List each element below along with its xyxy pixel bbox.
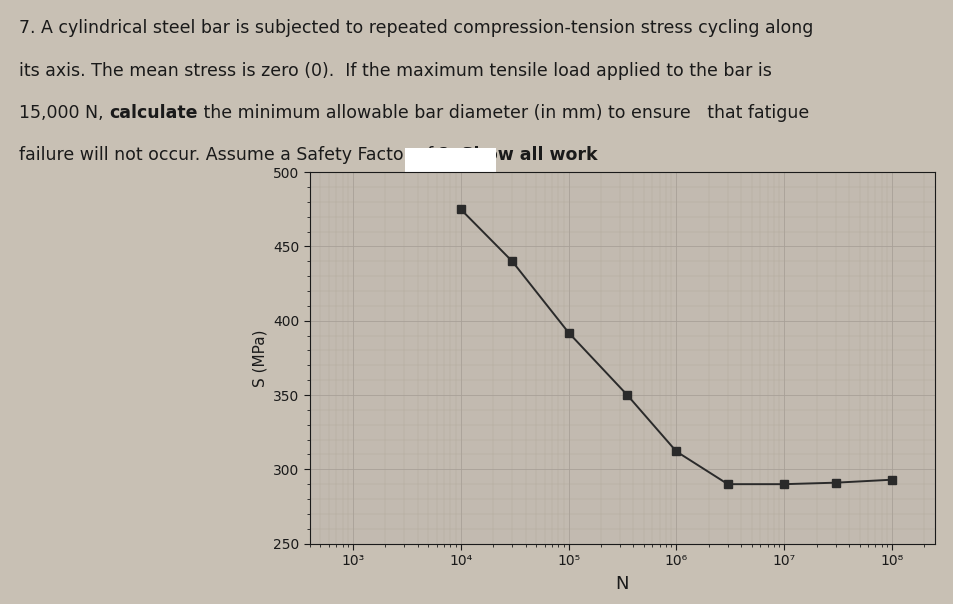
Text: Show all work: Show all work: [460, 146, 597, 164]
Text: failure will not occur. Assume a Safety Factor of 3.: failure will not occur. Assume a Safety …: [19, 146, 460, 164]
Bar: [405, 148, 496, 172]
Text: its axis. The mean stress is zero (0).  If the maximum tensile load applied to t: its axis. The mean stress is zero (0). I…: [19, 62, 771, 80]
Y-axis label: S (MPa): S (MPa): [253, 329, 268, 387]
Text: 15,000 N,: 15,000 N,: [19, 104, 109, 122]
X-axis label: N: N: [615, 575, 629, 593]
Text: the minimum allowable bar diameter (in mm) to ensure   that fatigue: the minimum allowable bar diameter (in m…: [197, 104, 808, 122]
Text: calculate: calculate: [109, 104, 197, 122]
Text: 7. A cylindrical steel bar is subjected to repeated compression-tension stress c: 7. A cylindrical steel bar is subjected …: [19, 19, 813, 37]
